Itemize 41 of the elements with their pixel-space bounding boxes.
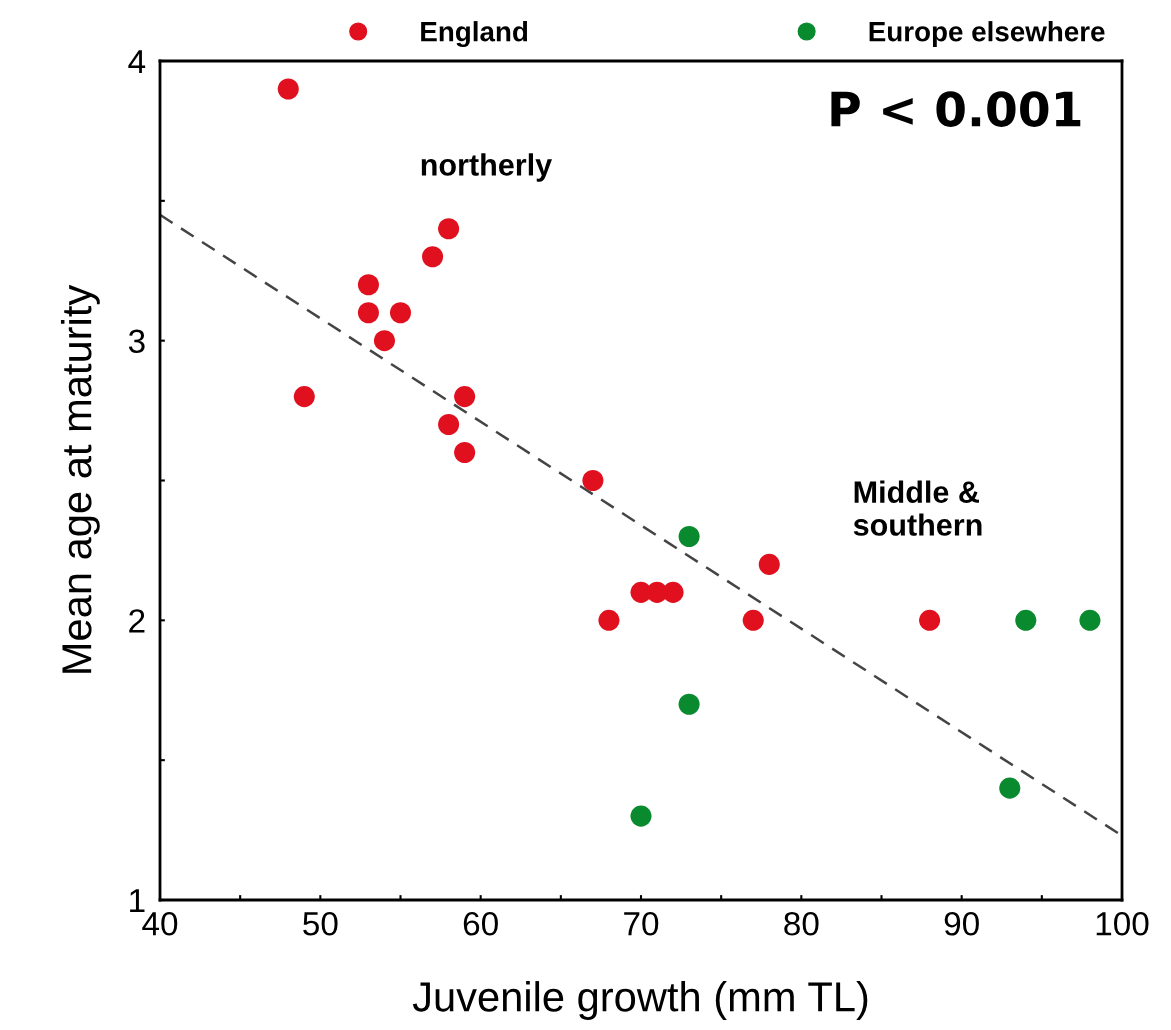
point [678,693,700,715]
point [598,609,620,631]
point [454,386,476,408]
legend-label: Europe elsewhere [869,21,1105,47]
x-tick-label: 100 [1096,911,1149,936]
y-tick-label: 4 [128,50,146,74]
x-axis-title: Juvenile growth (mm TL) [412,981,868,1020]
point [919,609,941,631]
point [293,386,315,408]
annotation: P < 0.001 [831,91,1081,127]
x-tick-label: 60 [463,911,498,936]
x-tick-label: 80 [784,911,819,936]
point [662,581,684,603]
point [277,78,299,100]
point [1079,609,1101,631]
y-tick-label: 2 [129,609,145,633]
point [373,330,395,352]
point [357,274,379,296]
point [438,218,460,240]
point [454,442,476,464]
point [678,525,700,547]
point [1015,609,1037,631]
point [758,553,780,575]
point [422,246,444,268]
y-tick-label: 1 [130,889,145,913]
legend-label: England [421,21,528,48]
point [357,302,379,324]
point [999,777,1021,799]
y-tick-label: 3 [128,329,145,354]
annotation: northerly [421,153,552,182]
y-axis-title: Mean age at maturity [60,284,100,673]
x-tick-label: 90 [944,911,979,936]
point [630,805,652,827]
x-tick-label: 40 [142,911,178,936]
point [438,414,460,436]
annotation: Middle & southern [853,480,982,536]
point [582,469,604,492]
point [389,302,412,324]
point [742,609,764,631]
x-tick-label: 50 [303,911,338,936]
x-tick-label: 70 [624,911,659,936]
